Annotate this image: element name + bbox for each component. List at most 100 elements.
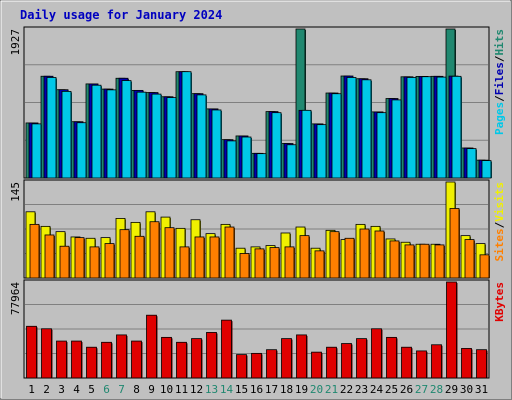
bar-visits-sites-20 (314, 250, 325, 279)
legend-hits: Hits (493, 29, 506, 56)
bar-visits-sites-27 (419, 243, 430, 279)
panel-visits-max-label: 145 (9, 182, 22, 202)
bar-visits-sites-24 (374, 230, 385, 279)
bar-visits-sites-18 (284, 246, 295, 279)
x-tick-label-day-25: 25 (385, 383, 398, 396)
bar-visits-sites-1 (29, 223, 40, 279)
bar-hits-pages-5 (91, 84, 102, 179)
bar-kbytes-kbytes-7 (116, 334, 127, 379)
bar-kbytes-kbytes-23 (356, 338, 367, 379)
bar-visits-sites-14 (224, 226, 235, 279)
bar-hits-pages-3 (61, 90, 72, 179)
bar-hits-pages-21 (331, 93, 342, 179)
x-tick-label-day-3: 3 (58, 383, 65, 396)
legend-slash: / (493, 95, 506, 102)
legend-slash: / (493, 221, 506, 228)
bar-hits-pages-6 (106, 89, 117, 179)
panel-kbytes-right-label: KBytes (493, 282, 506, 322)
bar-kbytes-kbytes-25 (386, 336, 397, 379)
x-tick-label-day-20: 20 (310, 383, 323, 396)
bar-visits-sites-29 (449, 208, 460, 279)
bar-visits-sites-25 (389, 240, 400, 279)
x-tick-label-day-8: 8 (133, 383, 140, 396)
panel-hits-max-label: 1927 (9, 29, 22, 56)
bar-kbytes-kbytes-11 (176, 341, 187, 379)
bar-kbytes-kbytes-15 (236, 354, 247, 379)
bar-visits-sites-15 (239, 253, 250, 279)
bar-visits-sites-12 (194, 236, 205, 279)
x-tick-label-day-21: 21 (325, 383, 338, 396)
bar-visits-sites-2 (44, 234, 55, 279)
bar-kbytes-kbytes-9 (146, 314, 157, 379)
bar-kbytes-kbytes-18 (281, 338, 292, 379)
legend-pages: Pages (493, 102, 506, 135)
bar-hits-pages-11 (181, 71, 192, 179)
legend-files: Files (493, 62, 506, 95)
bar-hits-pages-30 (466, 148, 477, 179)
bar-hits-pages-1 (31, 123, 42, 179)
bar-hits-pages-19 (301, 109, 312, 179)
panel-visits-right-label: Sites/Visits (493, 182, 506, 262)
bar-visits-sites-13 (209, 236, 220, 279)
bar-kbytes-kbytes-17 (266, 349, 277, 379)
bar-hits-pages-17 (271, 112, 282, 179)
bar-kbytes-kbytes-2 (41, 328, 52, 379)
bar-visits-sites-16 (254, 248, 265, 279)
bar-hits-pages-29 (451, 75, 462, 179)
x-tick-label-day-23: 23 (355, 383, 368, 396)
x-tick-label-day-18: 18 (280, 383, 293, 396)
legend-visits: Visits (493, 182, 506, 222)
bar-visits-sites-22 (344, 237, 355, 279)
bar-hits-pages-10 (166, 97, 177, 179)
bar-hits-pages-28 (436, 76, 447, 179)
x-tick-label-day-4: 4 (73, 383, 80, 396)
legend-kbytes: KBytes (493, 282, 506, 322)
x-tick-label-day-28: 28 (430, 383, 443, 396)
x-tick-label-day-31: 31 (475, 383, 488, 396)
bar-hits-pages-27 (421, 76, 432, 179)
bar-hits-pages-4 (76, 122, 87, 179)
x-tick-label-day-2: 2 (43, 383, 50, 396)
bar-kbytes-kbytes-24 (371, 328, 382, 379)
bar-hits-pages-14 (226, 140, 237, 179)
bar-kbytes-kbytes-10 (161, 336, 172, 379)
bar-visits-sites-10 (164, 227, 175, 279)
bar-hits-pages-31 (481, 160, 492, 179)
bar-hits-pages-8 (136, 91, 147, 179)
bar-visits-sites-19 (299, 235, 310, 279)
bar-visits-sites-6 (104, 243, 115, 279)
panel-hits-right-label: Pages/Files/Hits (493, 29, 506, 135)
bar-kbytes-kbytes-29 (446, 281, 457, 379)
bar-hits-pages-2 (46, 77, 57, 179)
legend-slash: / (493, 55, 506, 62)
bar-kbytes-kbytes-12 (191, 338, 202, 379)
bar-hits-pages-13 (211, 109, 222, 179)
x-tick-label-day-1: 1 (28, 383, 35, 396)
x-tick-label-day-13: 13 (205, 383, 218, 396)
x-tick-label-day-9: 9 (148, 383, 155, 396)
bar-kbytes-kbytes-4 (71, 340, 82, 379)
x-tick-label-day-15: 15 (235, 383, 248, 396)
bar-kbytes-kbytes-5 (86, 346, 97, 379)
bar-kbytes-kbytes-13 (206, 332, 217, 379)
bar-visits-sites-7 (119, 229, 130, 279)
bar-kbytes-kbytes-22 (341, 343, 352, 379)
bar-visits-sites-3 (59, 245, 70, 279)
bar-kbytes-kbytes-28 (431, 344, 442, 379)
bar-hits-pages-23 (361, 79, 372, 179)
bar-hits-pages-25 (391, 99, 402, 179)
x-tick-label-day-17: 17 (265, 383, 278, 396)
bar-hits-pages-16 (256, 153, 267, 179)
bar-hits-pages-20 (316, 124, 327, 179)
bar-hits-pages-7 (121, 80, 132, 179)
bar-visits-sites-5 (89, 246, 100, 279)
bar-kbytes-kbytes-16 (251, 352, 262, 379)
bar-visits-sites-28 (434, 244, 445, 279)
bar-kbytes-kbytes-30 (461, 348, 472, 379)
bar-visits-sites-11 (179, 246, 190, 279)
bar-kbytes-kbytes-8 (131, 340, 142, 379)
bar-hits-pages-24 (376, 112, 387, 179)
bar-kbytes-kbytes-20 (311, 351, 322, 379)
bar-visits-sites-23 (359, 228, 370, 279)
